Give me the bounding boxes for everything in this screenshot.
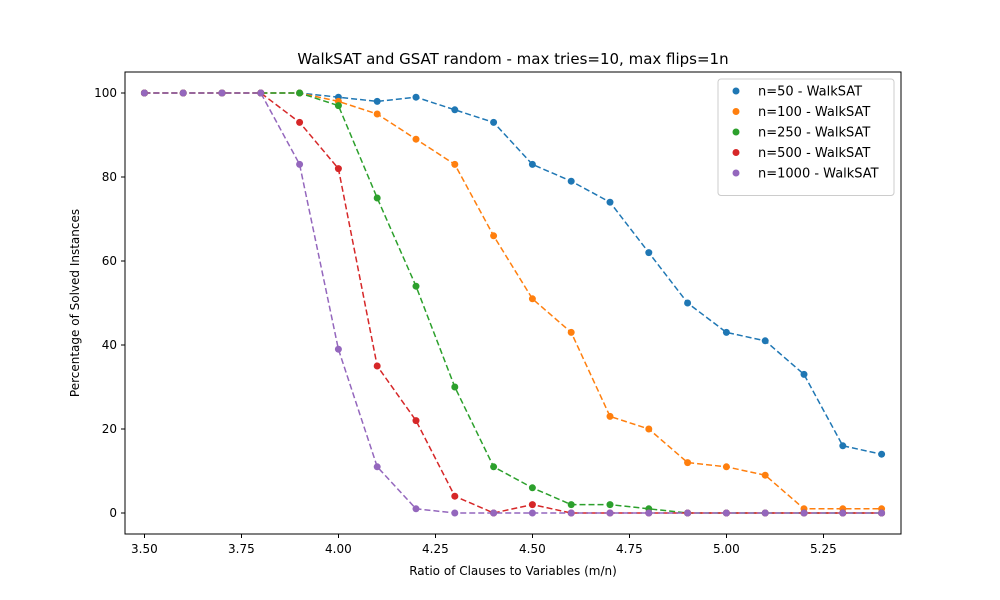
series-5-point: [179, 89, 187, 97]
series-4-point: [296, 118, 304, 126]
series-1-point: [490, 118, 498, 126]
legend: n=50 - WalkSAT n=100 - WalkSAT n=250 - Wal…: [717, 78, 895, 196]
series-3-point: [567, 501, 575, 509]
legend-marker: [732, 169, 740, 177]
legend-label: n=50 - WalkSAT: [758, 85, 862, 100]
series-2-point: [606, 412, 614, 420]
series-1-point: [373, 97, 381, 105]
series-1-point: [645, 249, 653, 257]
x-tick-label: 3.75: [228, 542, 255, 556]
series-4-point: [528, 501, 536, 509]
series-5-point: [800, 509, 808, 517]
series-3-point: [373, 194, 381, 202]
series-2-point: [722, 463, 730, 471]
chart-title: WalkSAT and GSAT random - max tries=10, …: [297, 50, 728, 68]
series-2-point: [490, 232, 498, 240]
series-1-point: [412, 93, 420, 101]
y-tick-label: 80: [102, 170, 117, 184]
series-2-point: [373, 110, 381, 118]
legend-marker: [732, 108, 740, 115]
series-3-point: [490, 463, 498, 471]
x-tick-label: 4.00: [325, 542, 352, 556]
series-5-point: [761, 509, 769, 517]
series-2-point: [528, 295, 536, 303]
series-5-point: [218, 89, 226, 97]
series-1-point: [800, 370, 808, 378]
series-1-point: [606, 198, 614, 206]
series-4-point: [451, 492, 459, 500]
series-1-point: [878, 450, 886, 458]
series-5-point: [490, 509, 498, 517]
x-tick-label: 4.25: [422, 542, 449, 556]
y-tick-label: 0: [109, 506, 117, 520]
series-2-point: [412, 135, 420, 143]
series-5-point: [606, 509, 614, 517]
series-5-point: [839, 509, 847, 517]
series-1-point: [567, 177, 575, 185]
legend-marker: [732, 128, 740, 136]
series-2-point: [567, 328, 575, 336]
series-1-point: [451, 106, 459, 114]
series-5-point: [722, 509, 730, 517]
x-tick-label: 5.00: [713, 542, 740, 556]
legend-label: n=100 - WalkSAT: [758, 105, 870, 120]
series-5-point: [567, 509, 575, 517]
y-tick-label: 60: [102, 254, 117, 268]
series-4-point: [373, 362, 381, 370]
series-1-point: [722, 328, 730, 336]
series-3-point: [606, 501, 614, 509]
series-3-point: [528, 484, 536, 492]
y-tick-label: 40: [102, 338, 117, 352]
series-4-point: [334, 165, 342, 173]
y-axis-label: Percentage of Solved Instances: [68, 209, 82, 397]
series-1-point: [684, 299, 692, 307]
series-5-point: [412, 505, 420, 513]
legend-frame: [717, 78, 895, 196]
series-5-point: [296, 160, 304, 168]
x-axis-label: Ratio of Clauses to Variables (m/n): [409, 564, 617, 578]
series-5-point: [257, 89, 265, 97]
series-2-point: [684, 459, 692, 467]
series-5-point: [451, 509, 459, 517]
series-3-point: [451, 383, 459, 391]
x-tick-label: 3.50: [131, 542, 158, 556]
legend-label: n=250 - WalkSAT: [758, 126, 870, 141]
series-5-point: [645, 509, 653, 517]
x-axis-ticks: 3.50 3.75 4.00 4.25 4.50 4.75 5.00 5.25: [131, 534, 837, 556]
series-layer: [140, 89, 886, 517]
series-5-point: [140, 89, 148, 97]
legend-label: n=1000 - WalkSAT: [758, 167, 879, 182]
series-1-point: [839, 442, 847, 450]
x-tick-label: 5.25: [810, 542, 837, 556]
y-tick-label: 20: [102, 422, 117, 436]
legend-marker: [732, 149, 740, 156]
x-tick-label: 4.50: [519, 542, 546, 556]
series-5-point: [334, 345, 342, 353]
series-5-point: [684, 509, 692, 517]
series-5-point: [528, 509, 536, 517]
series-5-point: [373, 463, 381, 471]
series-2-point: [451, 160, 459, 168]
y-tick-label: 100: [94, 86, 117, 100]
series-1-point: [528, 160, 536, 168]
series-3-point: [334, 102, 342, 110]
series-2-point: [645, 425, 653, 433]
x-tick-label: 4.75: [616, 542, 643, 556]
series-line-3: [144, 92, 882, 514]
series-line-5: [144, 92, 882, 514]
series-3-point: [412, 282, 420, 290]
series-5-point: [878, 509, 886, 517]
series-1-point: [761, 337, 769, 345]
series-3-point: [296, 89, 304, 97]
plot-frame: [124, 71, 902, 535]
legend-marker: [732, 87, 740, 95]
series-4-point: [412, 417, 420, 425]
series-2-point: [761, 471, 769, 479]
y-axis-ticks: 0 20 40 60 80 100: [94, 86, 125, 520]
legend-label: n=500 - WalkSAT: [758, 146, 870, 161]
